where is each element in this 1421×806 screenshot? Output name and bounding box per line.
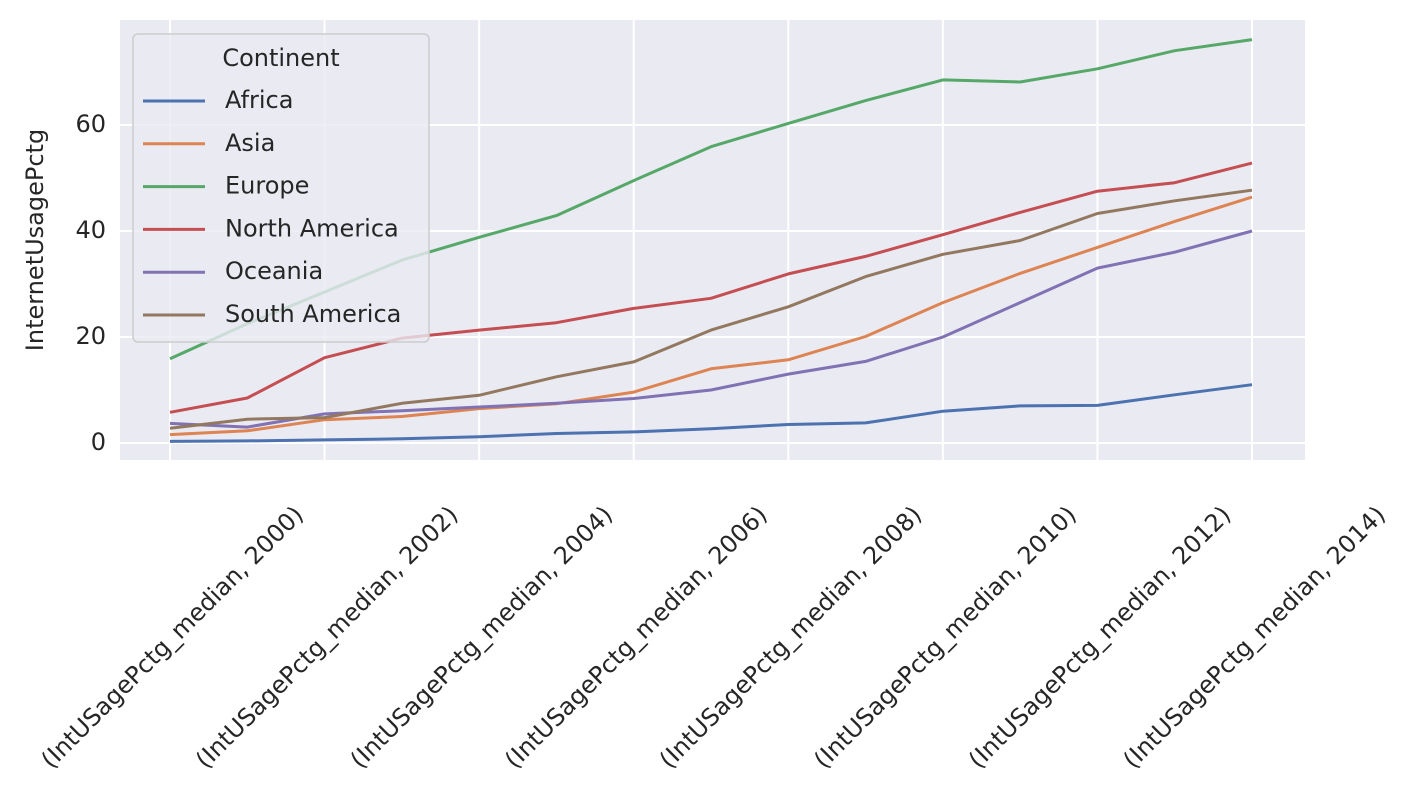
y-axis-label: InternetUsagePctg bbox=[21, 129, 49, 351]
y-tick-label: 0 bbox=[91, 428, 106, 456]
legend-label: Asia bbox=[225, 129, 275, 157]
legend-label: Europe bbox=[225, 172, 309, 200]
x-tick-label: (IntUSagePctg_median, 2012) bbox=[963, 501, 1236, 774]
legend-label: Africa bbox=[225, 86, 293, 114]
y-tick-label: 40 bbox=[75, 216, 106, 244]
legend-label: North America bbox=[225, 214, 399, 242]
series-line bbox=[169, 188, 1253, 430]
legend-title: Continent bbox=[222, 44, 339, 72]
series-line bbox=[169, 161, 1253, 414]
series-line bbox=[169, 383, 1253, 443]
x-tick-label: (IntUSagePctg_median, 2000) bbox=[36, 501, 309, 774]
y-tick-label: 20 bbox=[75, 322, 106, 350]
x-tick-label: (IntUSagePctg_median, 2010) bbox=[808, 501, 1081, 774]
legend-box bbox=[132, 33, 430, 343]
legend: Continent Africa Asia Europe North America Oc… bbox=[132, 33, 430, 343]
legend-label: Oceania bbox=[225, 257, 323, 285]
x-tick-label: (IntUSagePctg_median, 2002) bbox=[190, 501, 463, 774]
x-tick-label: (IntUSagePctg_median, 2004) bbox=[345, 501, 618, 774]
series-line bbox=[169, 195, 1253, 437]
y-tick-label: 60 bbox=[75, 110, 106, 138]
x-tick-label: (IntUSagePctg_median, 2008) bbox=[654, 501, 927, 774]
x-tick-label: (IntUSagePctg_median, 2006) bbox=[499, 501, 772, 774]
legend-label: South America bbox=[225, 300, 401, 328]
x-tick-label: (IntUSagePctg_median, 2014) bbox=[1118, 501, 1391, 774]
